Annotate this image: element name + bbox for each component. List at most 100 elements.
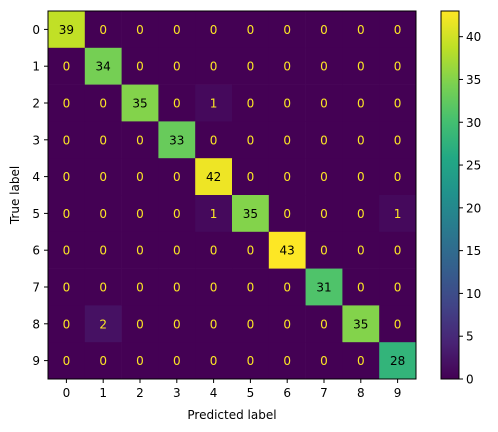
x-axis-ticks: 0 1 2 3 4 5 6 7 8 9 [63, 379, 402, 400]
heatmap-cell [195, 84, 233, 122]
heatmap-cell [268, 158, 306, 196]
cell-value-label: 0 [247, 244, 255, 258]
cell-value-label: 0 [320, 97, 328, 111]
cell-value-label: 1 [210, 97, 218, 111]
cell-value-label: 0 [210, 133, 218, 147]
cell-value-label: 2 [99, 317, 107, 331]
cell-value-label: 0 [247, 23, 255, 37]
cell-value-label: 0 [63, 354, 71, 368]
colorbar-ticks: 0 5 10 15 20 25 30 35 40 [459, 30, 481, 387]
cell-value-label: 35 [353, 317, 368, 331]
heatmap-cell [379, 342, 417, 380]
heatmap-cell [232, 158, 270, 196]
y-tick-label: 4 [32, 170, 40, 184]
cell-value-label: 35 [132, 97, 147, 111]
cell-value-label: 0 [247, 97, 255, 111]
cell-value-label: 0 [173, 60, 181, 74]
heatmap-cell [305, 84, 343, 122]
colorbar-tick-label: 5 [466, 330, 474, 344]
heatmap-cell [268, 11, 306, 49]
cell-value-label: 0 [357, 170, 365, 184]
cell-value-label: 0 [283, 133, 291, 147]
heatmap-cell [305, 11, 343, 49]
colorbar-tick-label: 15 [466, 244, 481, 258]
x-axis-label: Predicted label [187, 408, 276, 422]
heatmap-cell [379, 121, 417, 159]
heatmap-cell [232, 84, 270, 122]
heatmap-cell [268, 47, 306, 85]
cell-value-label: 0 [394, 23, 402, 37]
cell-value-label: 0 [247, 354, 255, 368]
cell-value-label: 0 [394, 60, 402, 74]
heatmap-cell [342, 195, 380, 233]
x-tick-label: 8 [357, 386, 365, 400]
cell-value-label: 31 [316, 281, 331, 295]
heatmap-cell [48, 47, 86, 85]
cell-value-label: 0 [320, 170, 328, 184]
heatmap-cell [84, 342, 122, 380]
cell-value-label: 0 [320, 317, 328, 331]
cell-value-label: 0 [320, 133, 328, 147]
colorbar-tick-label: 20 [466, 201, 481, 215]
heatmap-cell [48, 305, 86, 343]
x-tick-label: 5 [247, 386, 255, 400]
colorbar-tick-label: 35 [466, 73, 481, 87]
heatmap-cell [121, 195, 159, 233]
cell-value-label: 0 [320, 207, 328, 221]
heatmap-cell [342, 121, 380, 159]
cell-value-label: 35 [243, 207, 258, 221]
cell-value-label: 0 [283, 317, 291, 331]
cell-value-label: 0 [63, 170, 71, 184]
heatmap-cell [232, 121, 270, 159]
heatmap-cell [195, 11, 233, 49]
cell-value-label: 28 [390, 354, 405, 368]
cell-value-label: 0 [173, 244, 181, 258]
heatmap-cell [84, 47, 122, 85]
heatmap-cell [195, 268, 233, 306]
y-axis-label: True label [8, 166, 22, 225]
cell-value-label: 0 [173, 354, 181, 368]
cell-value-label: 42 [206, 170, 221, 184]
heatmap-cell [305, 158, 343, 196]
heatmap-cell [268, 195, 306, 233]
heatmap-cell [158, 195, 196, 233]
heatmap-cell [195, 305, 233, 343]
y-tick-label: 1 [32, 60, 40, 74]
cell-value-label: 0 [357, 281, 365, 295]
x-tick-label: 6 [283, 386, 291, 400]
heatmap-cell [195, 121, 233, 159]
heatmap-cell [84, 231, 122, 269]
heatmap-cell [268, 342, 306, 380]
heatmap-cell [268, 121, 306, 159]
cell-value-label: 0 [136, 317, 144, 331]
cell-value-label: 0 [136, 170, 144, 184]
heatmap-cell [232, 305, 270, 343]
x-tick-label: 9 [394, 386, 402, 400]
y-tick-label: 7 [32, 281, 40, 295]
cell-value-label: 0 [357, 207, 365, 221]
y-tick-label: 0 [32, 23, 40, 37]
cell-value-label: 0 [136, 23, 144, 37]
cell-value-label: 0 [320, 354, 328, 368]
heatmap-cell [305, 305, 343, 343]
colorbar-tick-label: 25 [466, 159, 481, 173]
cell-value-label: 0 [210, 281, 218, 295]
colorbar [440, 10, 460, 380]
heatmap-cell [84, 195, 122, 233]
cell-value-label: 0 [357, 244, 365, 258]
cell-value-label: 0 [210, 244, 218, 258]
x-tick-label: 7 [320, 386, 328, 400]
cell-value-label: 0 [283, 170, 291, 184]
heatmap-cell [379, 231, 417, 269]
heatmap-cell [195, 158, 233, 196]
cell-value-label: 0 [283, 207, 291, 221]
heatmap-cell [379, 47, 417, 85]
heatmap-cell [379, 305, 417, 343]
heatmap-cell [342, 158, 380, 196]
heatmap-cell [342, 305, 380, 343]
heatmap-cell [195, 195, 233, 233]
colorbar-tick-label: 10 [466, 287, 481, 301]
heatmap-cell [158, 84, 196, 122]
cell-value-label: 0 [357, 354, 365, 368]
